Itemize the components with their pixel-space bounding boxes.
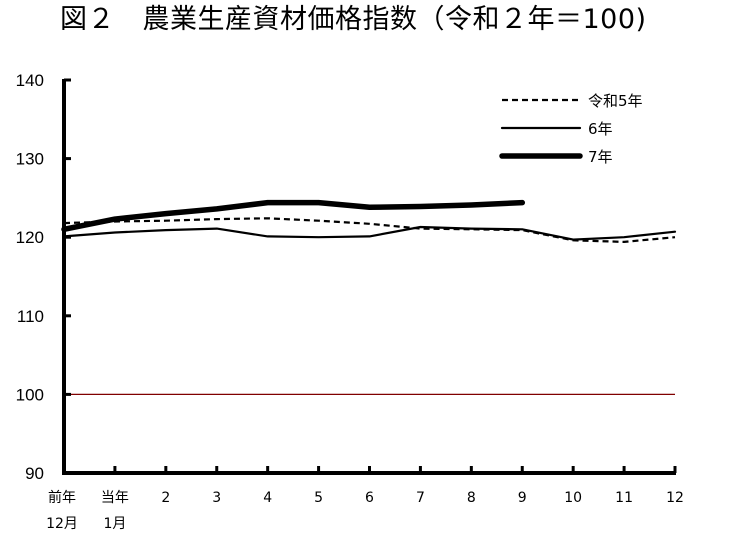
x-tick-label: 4 <box>263 490 272 506</box>
x-tick-label: 当年 <box>101 490 129 506</box>
x-tick-label-line2: 12月 <box>46 516 78 532</box>
series-line-1 <box>62 225 677 241</box>
x-tick-label: 12 <box>666 490 684 506</box>
x-tick-label: 11 <box>615 490 633 506</box>
series-lines <box>61 199 677 243</box>
legend-label-2: 7年 <box>588 148 613 166</box>
chart-title: 図２ 農業生産資材価格指数（令和２年＝100) <box>60 4 647 35</box>
x-axis-tick-labels: 前年 12月 当年 1月 2 3 4 5 6 7 8 9 10 11 12 <box>46 489 684 532</box>
axes <box>62 78 677 475</box>
y-tick-label: 100 <box>16 385 44 404</box>
legend-label-0: 令和5年 <box>588 92 643 110</box>
x-tick-label: 2 <box>161 490 170 506</box>
x-tick-label: 前年 <box>48 489 76 506</box>
x-tick-label: 5 <box>314 490 323 506</box>
y-axis-tick-labels: 90 100 110 120 130 140 <box>16 71 44 483</box>
x-tick-label: 7 <box>416 490 425 506</box>
y-tick-label: 130 <box>16 150 44 169</box>
x-tick-label-line2: 1月 <box>103 516 126 532</box>
x-tick-label: 10 <box>564 490 582 506</box>
legend: 令和5年 6年 7年 <box>499 92 643 166</box>
x-tick-label: 6 <box>365 490 374 506</box>
x-tick-label: 8 <box>467 490 476 506</box>
y-tick-label: 140 <box>16 71 44 90</box>
x-tick-label: 3 <box>212 490 221 506</box>
y-tick-label: 120 <box>16 228 44 247</box>
y-tick-label: 110 <box>17 307 44 326</box>
legend-label-1: 6年 <box>588 120 613 138</box>
y-tick-label: 90 <box>25 464 44 483</box>
x-tick-label: 9 <box>518 490 527 506</box>
series-line-2 <box>61 199 526 233</box>
